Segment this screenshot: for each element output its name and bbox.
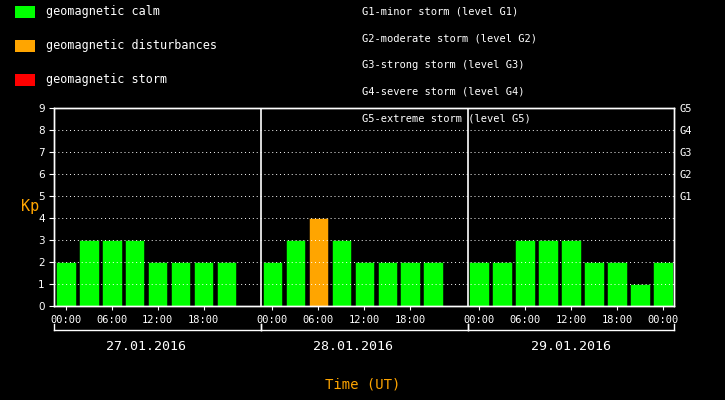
Text: geomagnetic calm: geomagnetic calm [46, 6, 160, 18]
Bar [423, 262, 443, 306]
Text: G4-severe storm (level G4): G4-severe storm (level G4) [362, 86, 525, 96]
Bar [286, 240, 305, 306]
Bar [309, 218, 328, 306]
Bar [607, 262, 626, 306]
Y-axis label: Kp: Kp [20, 200, 39, 214]
Bar [378, 262, 397, 306]
Bar [653, 262, 673, 306]
Text: 29.01.2016: 29.01.2016 [531, 340, 611, 352]
Bar [561, 240, 581, 306]
Bar [102, 240, 122, 306]
Bar [584, 262, 604, 306]
Bar [538, 240, 558, 306]
Bar [125, 240, 144, 306]
Text: Time (UT): Time (UT) [325, 378, 400, 392]
Bar [515, 240, 535, 306]
Bar [217, 262, 236, 306]
Bar [492, 262, 512, 306]
Text: G2-moderate storm (level G2): G2-moderate storm (level G2) [362, 34, 537, 44]
Bar [331, 240, 351, 306]
Bar [56, 262, 75, 306]
Text: G5-extreme storm (level G5): G5-extreme storm (level G5) [362, 113, 531, 123]
Text: geomagnetic storm: geomagnetic storm [46, 74, 167, 86]
Bar [630, 284, 650, 306]
Text: G1-minor storm (level G1): G1-minor storm (level G1) [362, 7, 519, 17]
Bar [148, 262, 167, 306]
Bar [469, 262, 489, 306]
Bar [194, 262, 213, 306]
Bar [355, 262, 374, 306]
Bar [400, 262, 420, 306]
Bar [171, 262, 191, 306]
Text: G3-strong storm (level G3): G3-strong storm (level G3) [362, 60, 525, 70]
Text: 27.01.2016: 27.01.2016 [106, 340, 186, 352]
Text: geomagnetic disturbances: geomagnetic disturbances [46, 40, 217, 52]
Bar [79, 240, 99, 306]
Text: 28.01.2016: 28.01.2016 [312, 340, 393, 352]
Bar [262, 262, 282, 306]
